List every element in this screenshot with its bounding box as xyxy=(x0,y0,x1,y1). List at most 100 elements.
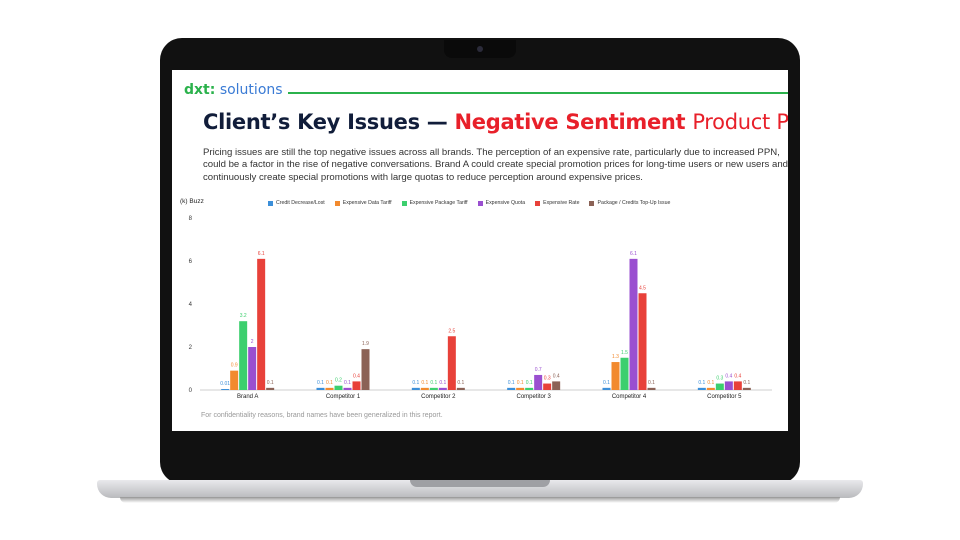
legend-item: Expensive Package Tariff xyxy=(401,200,468,206)
data-label: 0.1 xyxy=(743,380,750,386)
laptop-shadow xyxy=(120,497,840,503)
legend-swatch xyxy=(535,200,541,206)
data-label: 0.4 xyxy=(553,373,560,379)
bar xyxy=(239,321,248,390)
bar xyxy=(629,258,638,390)
y-tick-label: 6 xyxy=(189,259,193,265)
bar xyxy=(525,387,534,390)
data-label: 0.9 xyxy=(231,363,238,369)
logo-brand: dxt xyxy=(184,82,210,98)
bar xyxy=(552,381,561,390)
bar xyxy=(733,381,742,390)
bar xyxy=(230,370,239,390)
header-rule xyxy=(288,92,788,94)
data-label: 0.1 xyxy=(707,380,714,386)
y-axis-label: (k) Buzz xyxy=(180,198,204,205)
legend-item: Expensive Quota xyxy=(477,200,526,206)
data-label: 0.1 xyxy=(317,380,324,386)
data-label: 0.2 xyxy=(335,378,342,384)
bar xyxy=(706,387,715,390)
data-label: 0.1 xyxy=(603,380,610,386)
legend-label: Expensive Data Tariff xyxy=(342,200,392,206)
legend-swatch xyxy=(268,200,273,206)
legend-item: Credit Decrease/Lost xyxy=(268,200,325,206)
data-label: 0.1 xyxy=(508,380,515,386)
data-label: 0.1 xyxy=(517,380,524,386)
data-label: 3.2 xyxy=(240,313,247,319)
title-main: Client’s Key Issues — xyxy=(203,110,448,134)
bar xyxy=(534,374,543,390)
y-tick-label: 2 xyxy=(189,345,193,351)
data-label: 0.1 xyxy=(457,380,464,386)
laptop-base xyxy=(97,480,863,498)
x-tick-label: Competitor 2 xyxy=(421,394,456,400)
bar xyxy=(257,258,266,390)
x-tick-label: Brand A xyxy=(237,394,258,400)
data-label: 0.4 xyxy=(353,373,360,379)
data-label: 2.5 xyxy=(448,328,455,334)
bar xyxy=(316,387,325,390)
data-label: 0.01 xyxy=(220,381,230,387)
bar xyxy=(516,387,525,390)
legend-swatch xyxy=(401,200,407,206)
bar xyxy=(429,387,438,390)
bar xyxy=(221,389,230,390)
legend-label: Package / Credits Top-Up Issue xyxy=(597,200,671,206)
data-label: 0.3 xyxy=(716,376,723,382)
bar xyxy=(248,347,257,390)
laptop-screen: dxt: solutions Client’s Key Issues — Neg… xyxy=(172,70,788,431)
legend-item: Package / Credits Top-Up Issue xyxy=(589,200,670,206)
data-label: 6.1 xyxy=(630,251,637,257)
slide-description: Pricing issues are still the top negativ… xyxy=(203,147,788,183)
data-label: 0.1 xyxy=(526,380,533,386)
bar xyxy=(352,381,361,390)
bar xyxy=(361,349,370,390)
bar xyxy=(507,387,516,390)
data-label: 0.4 xyxy=(734,373,741,379)
data-label: 0.1 xyxy=(412,380,419,386)
footnote: For confidentiality reasons, brand names… xyxy=(201,412,443,419)
legend-swatch xyxy=(589,200,595,206)
data-label: 1.3 xyxy=(612,354,619,360)
y-tick-label: 4 xyxy=(189,302,193,308)
legend-label: Expensive Package Tariff xyxy=(409,200,468,206)
data-label: 0.1 xyxy=(430,380,437,386)
legend-item: Expensive Data Tariff xyxy=(334,200,392,206)
slide-title: Client’s Key Issues — Negative Sentiment… xyxy=(203,110,788,134)
data-label: 0.1 xyxy=(421,380,428,386)
data-label: 6.1 xyxy=(258,251,265,257)
bar xyxy=(602,387,611,390)
data-label: 0.4 xyxy=(725,373,732,379)
legend-label: Expensive Rate xyxy=(543,200,580,206)
bar xyxy=(325,387,334,390)
bar xyxy=(456,387,465,390)
data-label: 2 xyxy=(251,339,254,345)
legend-label: Expensive Quota xyxy=(485,200,526,206)
logo-product: solutions xyxy=(219,82,283,98)
company-logo: dxt: solutions xyxy=(184,82,283,98)
x-tick-label: Competitor 5 xyxy=(707,394,742,400)
bar xyxy=(724,381,733,390)
bar xyxy=(420,387,429,390)
bar xyxy=(334,385,343,390)
bar xyxy=(438,387,447,390)
data-label: 1.9 xyxy=(362,341,369,347)
chart-legend: Credit Decrease/Lost Expensive Data Tari… xyxy=(268,200,670,206)
x-tick-label: Competitor 3 xyxy=(516,394,551,400)
title-highlight: Negative Sentiment xyxy=(454,110,686,134)
bar xyxy=(620,357,629,390)
bar xyxy=(343,387,352,390)
bar xyxy=(697,387,706,390)
data-label: 0.1 xyxy=(648,380,655,386)
data-label: 1.5 xyxy=(621,350,628,356)
bar xyxy=(638,293,647,390)
legend-swatch xyxy=(477,200,483,206)
camera-icon xyxy=(477,46,483,52)
bar xyxy=(647,387,656,390)
legend-label: Credit Decrease/Lost xyxy=(276,200,325,206)
bar xyxy=(715,383,724,390)
camera-notch xyxy=(444,40,516,58)
data-label: 0.1 xyxy=(344,380,351,386)
bar xyxy=(266,387,275,390)
data-label: 0.1 xyxy=(439,380,446,386)
